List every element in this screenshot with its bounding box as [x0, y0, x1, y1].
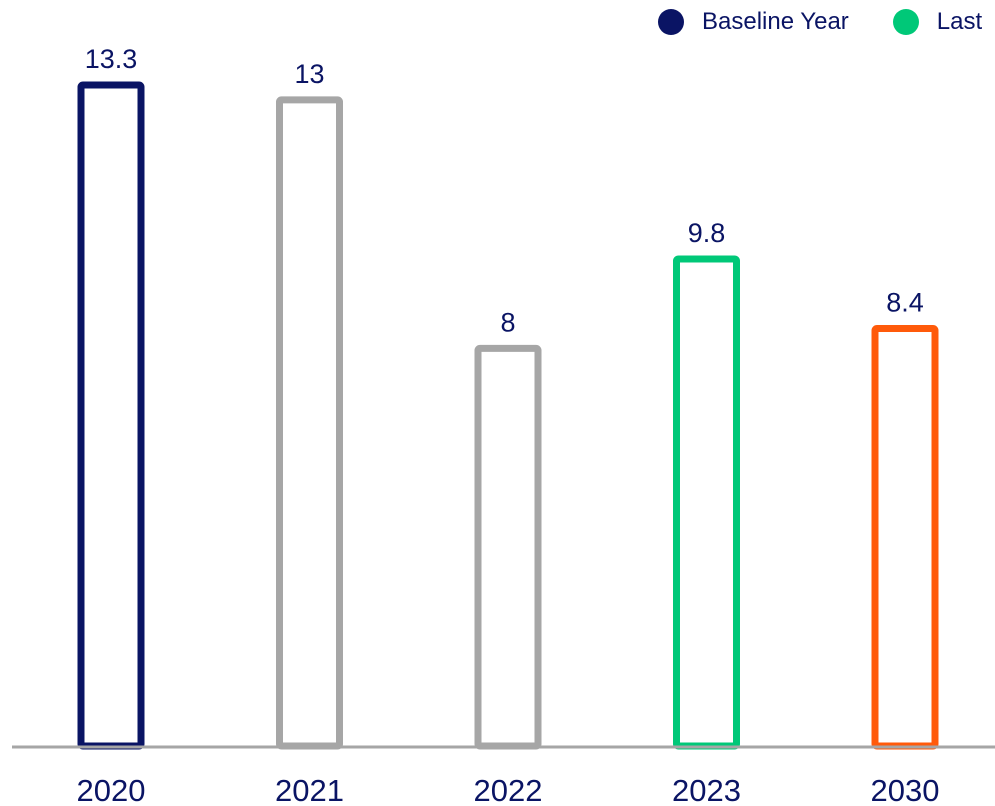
- x-tick-label-2022: 2022: [474, 773, 543, 806]
- legend-label-baseline-year: Baseline Year: [702, 8, 849, 35]
- bar-2020: [77, 81, 145, 750]
- value-label-2021: 13: [294, 59, 324, 89]
- x-tick-label-2023: 2023: [672, 773, 741, 806]
- bars-group: [77, 81, 939, 750]
- legend-swatch-last: [892, 9, 919, 35]
- bar-2022: [474, 344, 542, 750]
- value-label-2022: 8: [500, 307, 515, 337]
- value-labels-group: 13.3 13 8 9.8 8.4: [85, 44, 924, 337]
- x-tick-label-2021: 2021: [275, 773, 344, 806]
- chart-legend: Baseline Year Last: [658, 8, 995, 36]
- x-tick-labels-group: 2020 2021 2022 2023 2030: [77, 773, 940, 806]
- bar-2030: [871, 325, 939, 750]
- x-tick-label-2030: 2030: [871, 773, 940, 806]
- legend-swatch-baseline-year: [658, 9, 684, 35]
- legend-item-last: Last: [892, 8, 983, 36]
- legend-item-baseline-year: Baseline Year: [658, 8, 849, 36]
- value-label-2023: 9.8: [688, 218, 726, 248]
- x-tick-label-2020: 2020: [77, 773, 146, 806]
- legend-label-last: Last: [936, 8, 983, 35]
- value-label-2030: 8.4: [886, 288, 924, 318]
- value-label-2020: 13.3: [85, 44, 138, 74]
- bar-2023: [673, 255, 740, 750]
- bar-2021: [276, 96, 343, 750]
